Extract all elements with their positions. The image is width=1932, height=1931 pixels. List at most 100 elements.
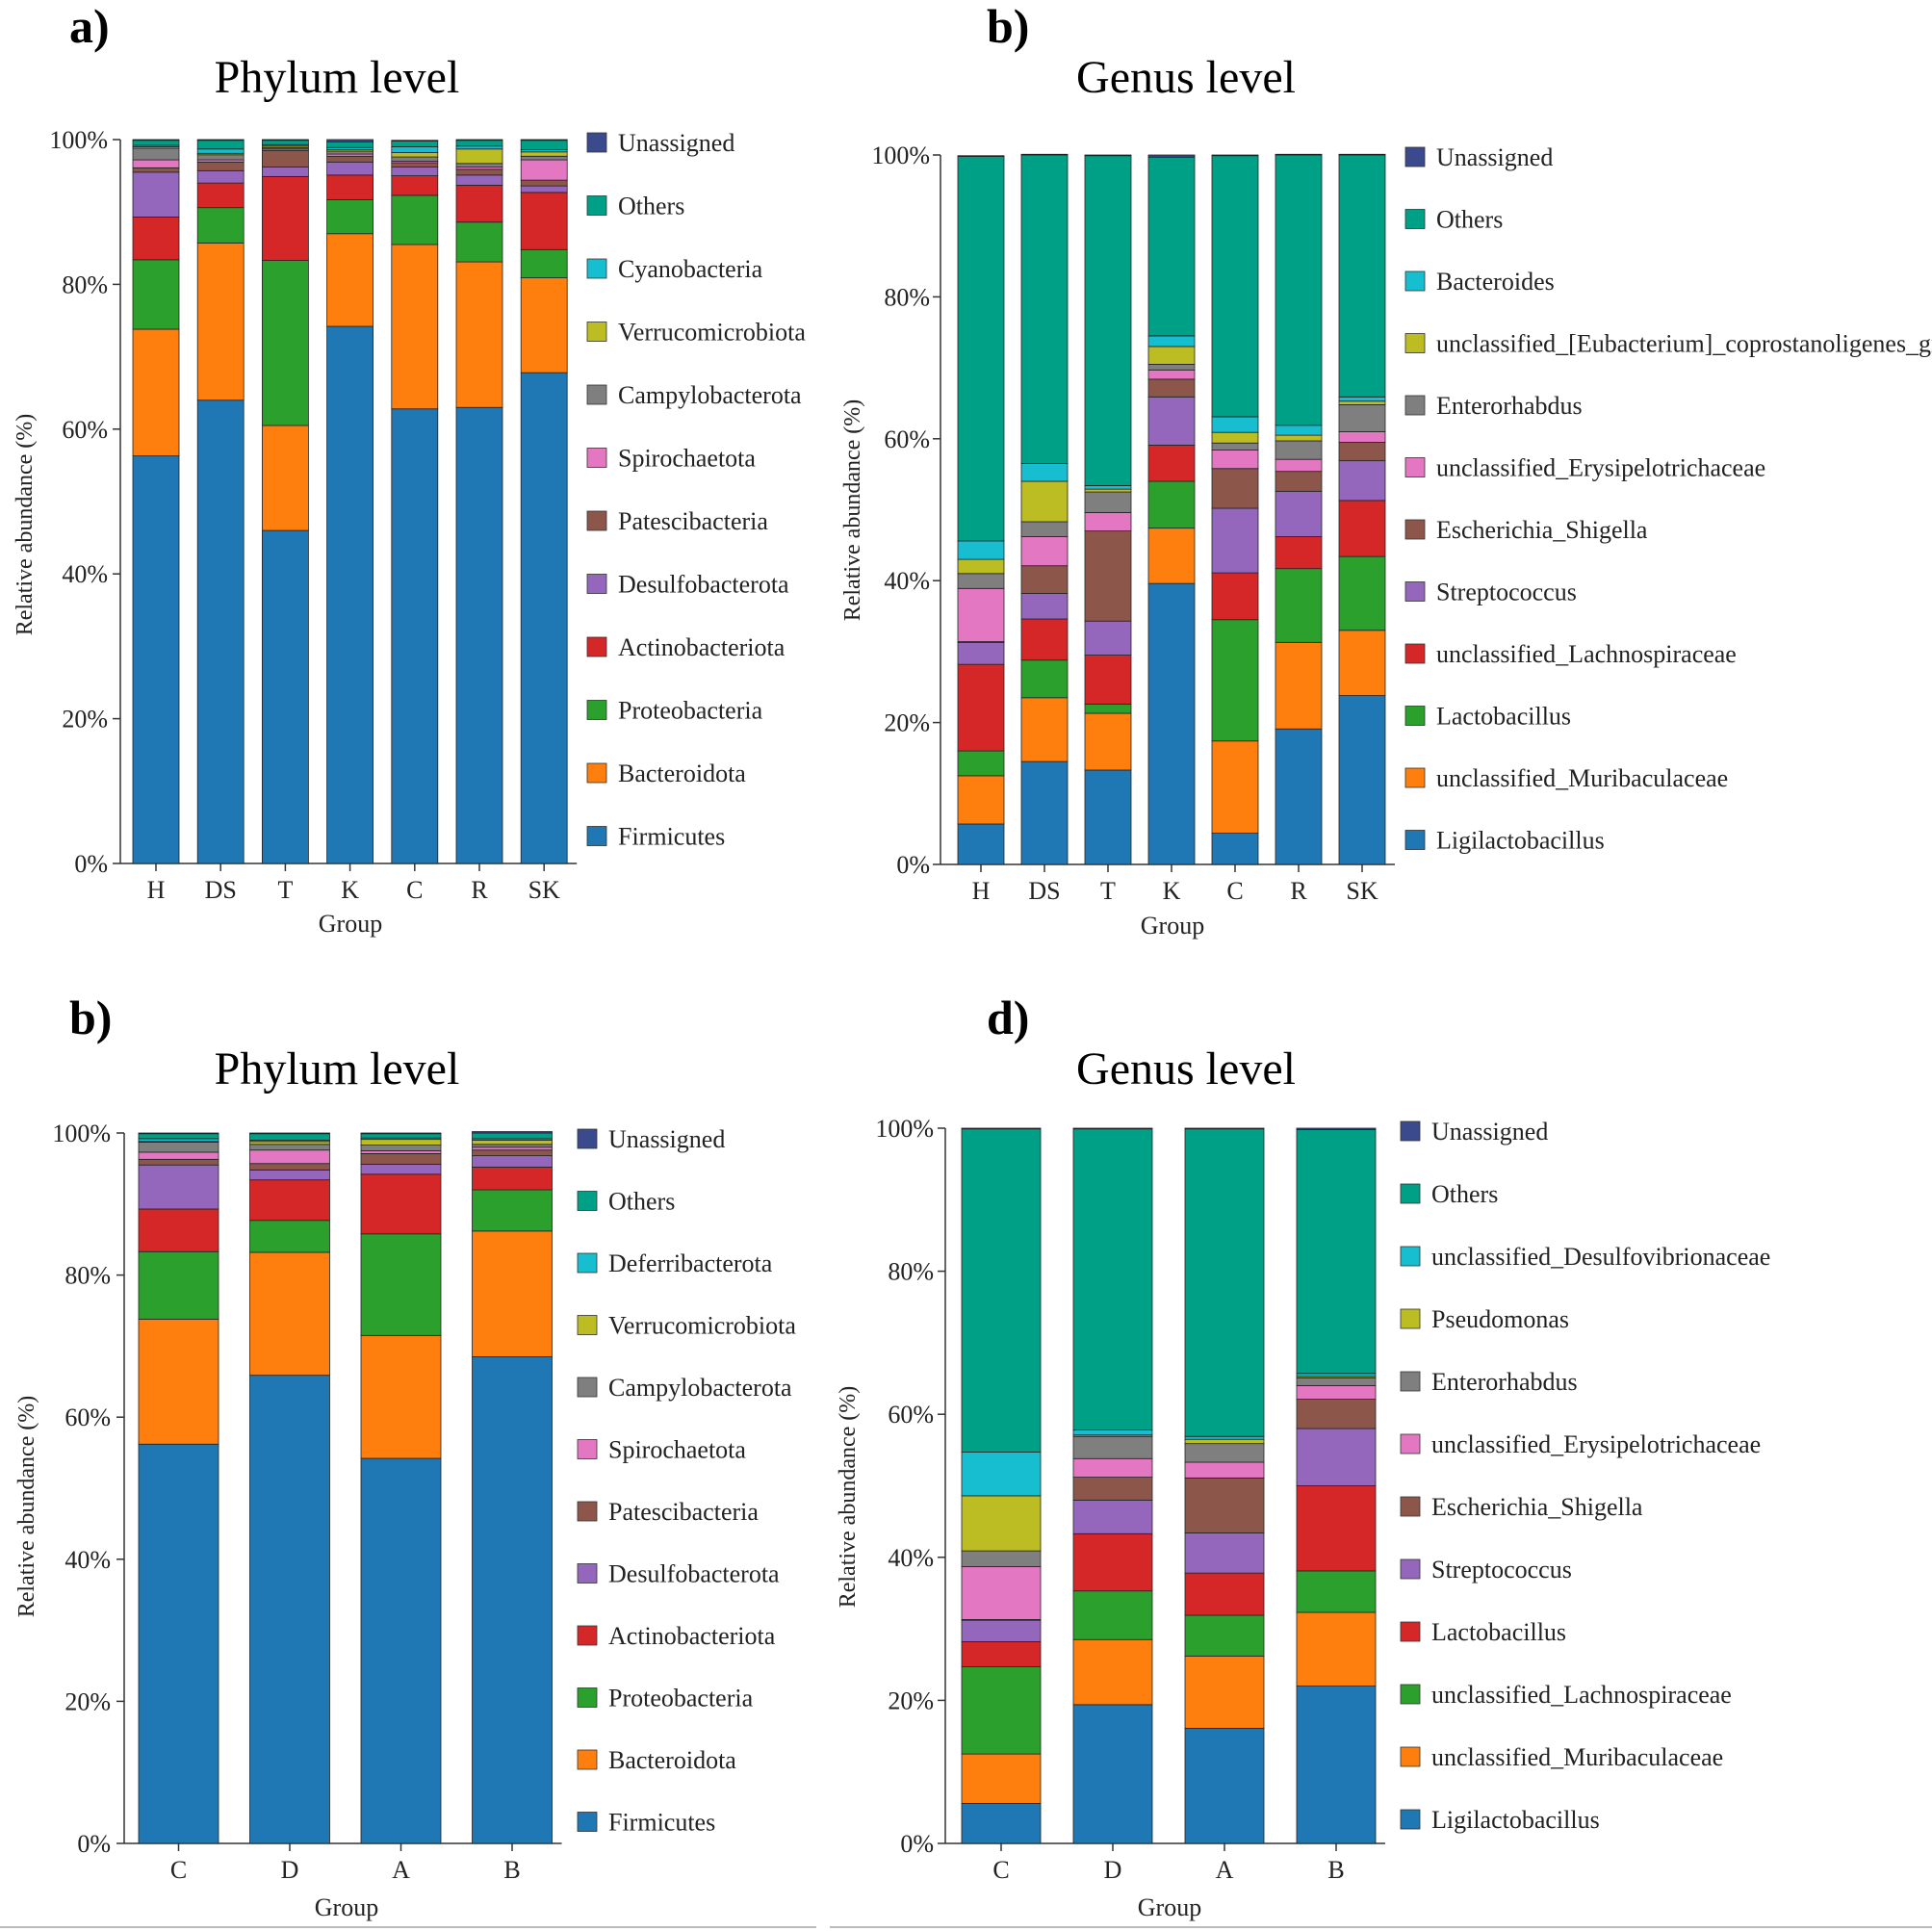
legend-item: Desulfobacterota [586, 571, 789, 599]
y-tick-label: 20% [884, 709, 930, 737]
bar-r-ligilactobacillus [1275, 728, 1323, 865]
y-tick-label: 80% [64, 1262, 111, 1290]
legend-label: Actinobacteriota [608, 1622, 776, 1650]
bar-sk-others [1338, 154, 1386, 398]
y-axis-label: Relative abundance (%) [13, 414, 38, 636]
panel-label-b: b) [987, 0, 1029, 53]
bar-ds-streptococcus [1020, 593, 1069, 620]
x-axis-label: Group [315, 1893, 378, 1921]
bar-b-unclassified-desulfovibrionaceae [1296, 1373, 1377, 1377]
y-tick-label: 40% [64, 1546, 111, 1574]
chart-phylum-bottom: b) Phylum level 0% 20% 40% 60% 80% 100% C D A B G… [14, 991, 796, 1921]
legend-item: Escherichia_Shigella [1404, 516, 1648, 544]
legend-label: Firmicutes [618, 823, 725, 851]
legend-swatch [577, 1749, 598, 1770]
legend-swatch [577, 1687, 598, 1708]
bar-sk-streptococcus [1338, 460, 1386, 502]
x-tick-label: DS [205, 876, 237, 904]
x-tick-label: R [1290, 877, 1307, 905]
bar-r-escherichia-shigella [1275, 471, 1323, 492]
legend: Unassigned Others Bacteroides unclassified_… [1404, 143, 1932, 855]
legend: Unassigned Others Deferribacterota Verrucom… [577, 1125, 796, 1837]
legend-swatch [577, 1501, 598, 1522]
bar-h-unassigned [957, 155, 1005, 157]
legend-swatch [1400, 1246, 1421, 1267]
bar-r-lactobacillus [1275, 568, 1323, 643]
legend-label: Unassigned [618, 129, 734, 157]
bar-ds-firmicutes [196, 399, 245, 864]
legend-label: unclassified_[Eubacterium]_coprostanolig… [1436, 330, 1932, 358]
bar-sk-lactobacillus [1338, 555, 1386, 631]
y-tick-label: 60% [884, 425, 930, 453]
legend-swatch [1404, 706, 1426, 726]
bar-ds-desulfobacterota [196, 169, 245, 184]
y-axis-label: Relative abundance (%) [14, 1396, 39, 1618]
bar-a-enterorhabdus [1184, 1443, 1265, 1463]
x-tick-label: C [170, 1856, 187, 1884]
legend-label: unclassified_Erysipelotrichaceae [1436, 454, 1765, 482]
bar-a-unclassified-lachnospiraceae [1184, 1614, 1265, 1657]
chart-title: Phylum level [215, 52, 460, 103]
legend-swatch [586, 448, 607, 468]
bar-c-desulfobacterota [391, 167, 439, 177]
bar-d-unassigned [249, 1132, 330, 1135]
x-tick-label: C [992, 1856, 1009, 1884]
bar-d-patescibacteria [249, 1163, 330, 1171]
bar-c-ligilactobacillus [1211, 833, 1259, 865]
legend-label: Lactobacillus [1431, 1618, 1566, 1646]
bar-b-desulfobacterota [472, 1155, 553, 1168]
bar-b-actinobacteriota [472, 1167, 553, 1191]
legend-item: Ligilactobacillus [1404, 827, 1605, 855]
bar-c-streptococcus [961, 1619, 1042, 1642]
legend-swatch [1400, 1684, 1421, 1705]
bar-a-escherichia-shigella [1184, 1477, 1265, 1533]
bar-c-desulfobacterota [138, 1164, 219, 1210]
bar-h-streptococcus [957, 641, 1005, 665]
legend-item: Desulfobacterota [577, 1560, 780, 1588]
legend-item: Others [586, 193, 684, 220]
bar-a-ligilactobacillus [1184, 1727, 1265, 1844]
bar-r-campylobacterota [455, 163, 503, 167]
bar-d-unassigned [1072, 1127, 1153, 1130]
legend-label: Bacteroidota [608, 1746, 736, 1774]
bar-c-enterorhabdus [1211, 442, 1259, 451]
bar-c-unclassified-erysipelotrichaceae [961, 1566, 1042, 1620]
legend-item: Proteobacteria [577, 1685, 754, 1712]
bar-d-unclassified-desulfovibrionaceae [1072, 1429, 1153, 1436]
bar-a-firmicutes [360, 1457, 442, 1844]
bar-b-unassigned [472, 1131, 553, 1134]
chart-genus-top: b) Genus level 0% 20% 40% 60% 80% 100% H DS T K C R… [840, 0, 1932, 940]
bar-k-proteobacteria [326, 199, 374, 235]
legend-item: Bacteroidota [577, 1746, 736, 1774]
bar-ds-bacteroides [1020, 463, 1069, 482]
legend-label: Others [1431, 1180, 1498, 1208]
plot-area: 0% 20% 40% 60% 80% 100% C D A B [875, 1115, 1385, 1884]
bar-c-actinobacteriota [391, 175, 439, 196]
legend-swatch [1404, 209, 1426, 229]
bar-t-escherichia-shigella [1084, 530, 1132, 622]
legend-item: Unassigned [1400, 1118, 1548, 1146]
legend-label: Verrucomicrobiota [608, 1312, 796, 1340]
bar-k-desulfobacterota [326, 161, 374, 176]
legend-item: unclassified_[Eubacterium]_coprostanolig… [1404, 330, 1932, 358]
x-tick-label: K [341, 876, 359, 904]
bar-t-lactobacillus [1084, 704, 1132, 714]
bar-t-unclassified-muribaculaceae [1084, 712, 1132, 771]
bar-k-bacteroidota [326, 233, 374, 327]
legend-label: Proteobacteria [618, 697, 763, 725]
bar-c-ligilactobacillus [961, 1802, 1042, 1844]
plot-area: 0% 20% 40% 60% 80% 100% C D A B [52, 1120, 562, 1884]
legend-swatch [1400, 1183, 1421, 1204]
bar-r-firmicutes [455, 406, 503, 864]
bar-d-spirochaetota [249, 1149, 330, 1165]
legend-swatch [586, 700, 607, 720]
legend-item: Unassigned [1404, 143, 1553, 171]
y-tick-label: 0% [896, 851, 930, 879]
x-tick-label: K [1163, 877, 1181, 905]
bar-t-patescibacteria [261, 149, 309, 167]
legend-swatch [577, 1128, 598, 1149]
bar-ds-unassigned [1020, 153, 1069, 156]
legend-swatch [586, 826, 607, 846]
legend-item: Firmicutes [586, 823, 725, 851]
